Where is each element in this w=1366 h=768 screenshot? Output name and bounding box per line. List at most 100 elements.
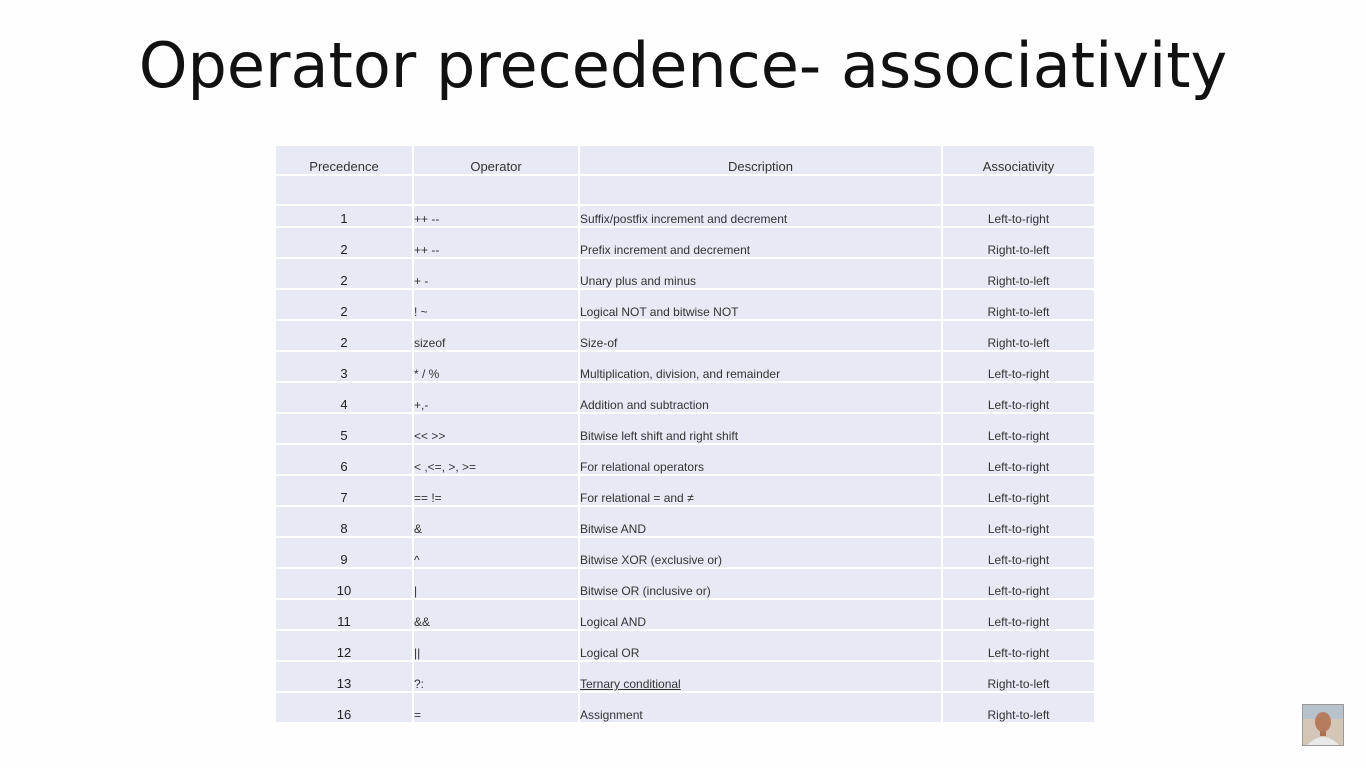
cell-operator: * / %	[413, 351, 580, 383]
table-row: 10 | Bitwise OR (inclusive or) Left-to-righ…	[276, 568, 1094, 600]
cell-precedence: 13	[276, 661, 414, 693]
cell-associativity: Left-to-right	[942, 475, 1094, 507]
cell-associativity: Right-to-left	[942, 227, 1094, 259]
cell-description: Suffix/postfix increment and decrement	[579, 205, 943, 228]
cell-precedence: 16	[276, 692, 414, 724]
table-row: 6 < ,<=, >, >= For relational operators Lef…	[276, 444, 1094, 476]
presenter-webcam-thumbnail	[1302, 704, 1344, 746]
cell-operator: == !=	[413, 475, 580, 507]
cell-description: Multiplication, division, and remainder	[579, 351, 943, 383]
cell-description: Ternary conditional	[579, 661, 943, 693]
cell-operator: ++ --	[413, 205, 580, 228]
table-row: 8 & Bitwise AND Left-to-right	[276, 506, 1094, 538]
table-row: 16 = Assignment Right-to-left	[276, 692, 1094, 724]
cell-description: For relational = and ≠	[579, 475, 943, 507]
cell-precedence: 1	[276, 205, 414, 228]
spacer-cell	[942, 175, 1094, 206]
cell-precedence: 3	[276, 351, 414, 383]
header-associativity: Associativity	[942, 146, 1094, 176]
cell-operator: ?:	[413, 661, 580, 693]
cell-operator: |	[413, 568, 580, 600]
table-row: 4 +,- Addition and subtraction Left-to-righ…	[276, 382, 1094, 414]
cell-operator: < ,<=, >, >=	[413, 444, 580, 476]
cell-associativity: Right-to-left	[942, 661, 1094, 693]
cell-precedence: 7	[276, 475, 414, 507]
cell-associativity: Right-to-left	[942, 692, 1094, 724]
table-row: 12 || Logical OR Left-to-right	[276, 630, 1094, 662]
cell-precedence: 2	[276, 227, 414, 259]
cell-associativity: Left-to-right	[942, 205, 1094, 228]
cell-associativity: Left-to-right	[942, 382, 1094, 414]
table-row: 2 + - Unary plus and minus Right-to-left	[276, 258, 1094, 290]
cell-precedence: 12	[276, 630, 414, 662]
cell-operator: sizeof	[413, 320, 580, 352]
cell-precedence: 2	[276, 258, 414, 290]
cell-operator: ||	[413, 630, 580, 662]
table-row: 3 * / % Multiplication, division, and rema…	[276, 351, 1094, 383]
cell-precedence: 6	[276, 444, 414, 476]
cell-description: For relational operators	[579, 444, 943, 476]
cell-associativity: Left-to-right	[942, 630, 1094, 662]
table-header-row: Precedence Operator Description Associat…	[276, 146, 1094, 176]
cell-associativity: Left-to-right	[942, 599, 1094, 631]
cell-precedence: 2	[276, 320, 414, 352]
cell-description: Logical AND	[579, 599, 943, 631]
cell-associativity: Left-to-right	[942, 413, 1094, 445]
table-body: 1 ++ -- Suffix/postfix increment and decre…	[276, 175, 1094, 724]
cell-precedence: 8	[276, 506, 414, 538]
cell-precedence: 11	[276, 599, 414, 631]
cell-description: Bitwise left shift and right shift	[579, 413, 943, 445]
table-row: 2! ~ Logical NOT and bitwise NOT Right-to-…	[276, 289, 1094, 321]
cell-precedence: 9	[276, 537, 414, 569]
cell-associativity: Left-to-right	[942, 506, 1094, 538]
table-row: 2 ++ -- Prefix increment and decrement Righ…	[276, 227, 1094, 259]
slide-title: Operator precedence- associativity	[138, 29, 1228, 102]
table-row: 13?: Ternary conditional Right-to-left	[276, 661, 1094, 693]
cell-associativity: Left-to-right	[942, 568, 1094, 600]
cell-description: Bitwise XOR (exclusive or)	[579, 537, 943, 569]
cell-associativity: Right-to-left	[942, 320, 1094, 352]
cell-associativity: Right-to-left	[942, 258, 1094, 290]
cell-description: Unary plus and minus	[579, 258, 943, 290]
cell-operator: &	[413, 506, 580, 538]
spacer-cell	[276, 175, 414, 206]
presenter-avatar-icon	[1303, 705, 1343, 745]
underlined-description: Ternary conditional	[580, 677, 681, 691]
cell-description: Logical OR	[579, 630, 943, 662]
cell-associativity: Left-to-right	[942, 537, 1094, 569]
cell-operator: ! ~	[413, 289, 580, 321]
cell-description: Prefix increment and decrement	[579, 227, 943, 259]
cell-operator: +,-	[413, 382, 580, 414]
spacer-cell	[413, 175, 580, 206]
cell-associativity: Left-to-right	[942, 444, 1094, 476]
cell-description: Addition and subtraction	[579, 382, 943, 414]
cell-operator: &&	[413, 599, 580, 631]
cell-description: Logical NOT and bitwise NOT	[579, 289, 943, 321]
cell-description: Bitwise AND	[579, 506, 943, 538]
cell-precedence: 4	[276, 382, 414, 414]
header-operator: Operator	[413, 146, 580, 176]
header-precedence: Precedence	[276, 146, 414, 176]
table-row: 7 == != For relational = and ≠ Left-to-righ…	[276, 475, 1094, 507]
cell-associativity: Right-to-left	[942, 289, 1094, 321]
cell-operator: =	[413, 692, 580, 724]
spacer-cell	[579, 175, 943, 206]
table-spacer-row	[276, 175, 1094, 206]
cell-operator: ++ --	[413, 227, 580, 259]
table-row: 11 && Logical AND Left-to-right	[276, 599, 1094, 631]
header-description: Description	[579, 146, 943, 176]
table-row: 9 ^ Bitwise XOR (exclusive or) Left-to-righ…	[276, 537, 1094, 569]
cell-description: Size-of	[579, 320, 943, 352]
table-row: 2 sizeof Size-of Right-to-left	[276, 320, 1094, 352]
table-row: 1 ++ -- Suffix/postfix increment and decre…	[276, 205, 1094, 228]
cell-associativity: Left-to-right	[942, 351, 1094, 383]
cell-operator: + -	[413, 258, 580, 290]
table-row: 5 << >> Bitwise left shift and right shift…	[276, 413, 1094, 445]
cell-precedence: 2	[276, 289, 414, 321]
cell-operator: ^	[413, 537, 580, 569]
cell-description: Bitwise OR (inclusive or)	[579, 568, 943, 600]
cell-precedence: 10	[276, 568, 414, 600]
cell-description: Assignment	[579, 692, 943, 724]
precedence-table: Precedence Operator Description Associat…	[276, 146, 1094, 724]
